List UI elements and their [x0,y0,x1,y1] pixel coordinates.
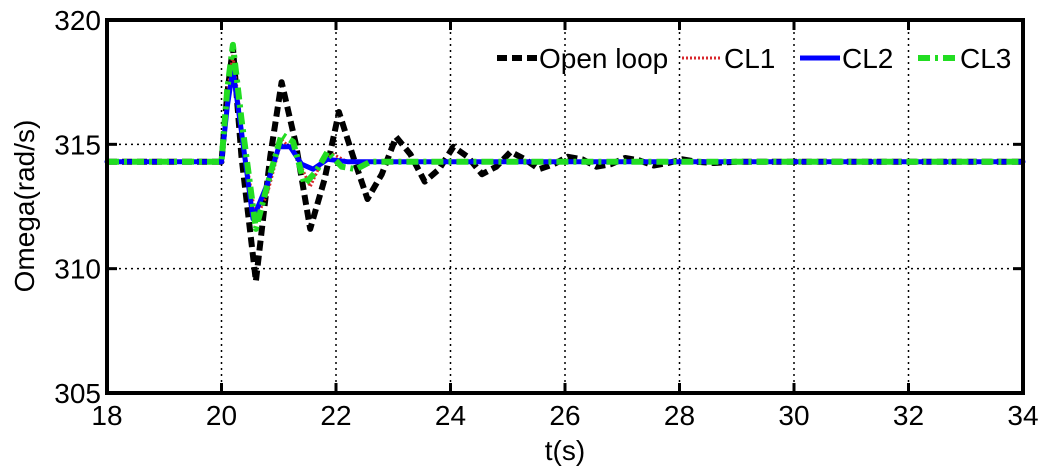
y-tick-label: 320 [54,5,101,36]
x-tick-label: 22 [320,400,351,431]
legend-label: Open loop [539,43,668,74]
legend-label: CL1 [724,43,775,74]
legend: Open loop CL1 CL2 CL3 [497,43,1011,74]
legend-label: CL2 [842,43,893,74]
x-tick-label: 32 [893,400,924,431]
y-tick-label: 315 [54,129,101,160]
x-tick-label: 34 [1007,400,1038,431]
series-layer [104,41,1026,285]
x-tick-label: 30 [778,400,809,431]
ticks-layer: 18 20 22 24 26 28 30 32 34 305 310 315 320 [54,5,1038,431]
legend-label: CL3 [960,43,1011,74]
x-tick-label: 20 [206,400,237,431]
y-tick-label: 305 [54,378,101,409]
y-axis-label: Omega(rad/s) [9,120,40,293]
x-tick-label: 26 [549,400,580,431]
x-tick-label: 24 [435,400,466,431]
x-tick-label: 18 [91,400,122,431]
y-tick-label: 310 [54,254,101,285]
x-tick-label: 28 [664,400,695,431]
grid-layer [107,20,1023,393]
series-line-3 [107,41,1023,232]
x-axis-label: t(s) [545,435,585,466]
